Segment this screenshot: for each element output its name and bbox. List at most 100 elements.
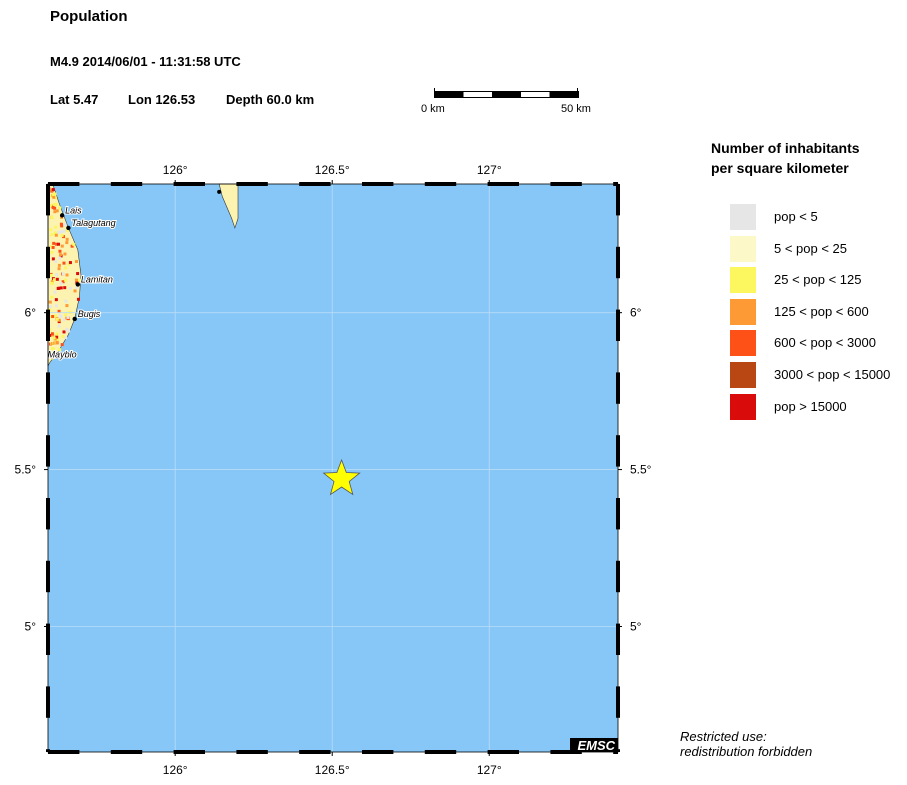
population-cell	[65, 237, 69, 241]
population-cell	[54, 231, 58, 235]
population-cell	[55, 340, 59, 344]
population-cell	[57, 318, 61, 322]
population-cell	[50, 332, 54, 336]
population-cell	[58, 314, 62, 318]
population-cell	[65, 327, 69, 331]
y-tick-label: 5.5°	[15, 463, 37, 477]
population-cell	[62, 330, 66, 334]
population-cell	[50, 273, 54, 277]
population-cell	[50, 245, 54, 249]
y-tick-label: 6°	[630, 306, 642, 320]
place-marker	[75, 282, 81, 287]
population-cell	[75, 285, 79, 289]
population-cell	[68, 261, 72, 265]
population-cell	[62, 261, 66, 265]
population-cell	[68, 286, 72, 290]
ocean	[48, 184, 618, 752]
population-cell	[58, 348, 62, 352]
population-cell	[62, 318, 66, 322]
place-marker	[217, 189, 222, 194]
scale-end-label: 50 km	[561, 103, 591, 115]
population-cell	[60, 233, 64, 237]
population-cell	[53, 196, 57, 200]
footer-line2: redistribution forbidden	[680, 744, 813, 759]
population-cell	[51, 245, 55, 249]
x-tick-label: 127°	[477, 763, 502, 777]
population-cell	[55, 242, 59, 246]
legend-swatch	[730, 393, 756, 420]
population-cell	[51, 206, 55, 210]
population-cell	[54, 304, 58, 308]
population-cell	[57, 286, 61, 290]
population-cell	[55, 317, 59, 321]
legend-label: 600 < pop < 3000	[774, 335, 876, 351]
x-tick-label: 126°	[163, 763, 188, 777]
population-cell	[48, 305, 52, 309]
legend-title-line2: per square kilometer	[711, 160, 849, 176]
population-cell	[48, 300, 52, 304]
population-cell	[52, 351, 56, 355]
population-cell	[59, 222, 63, 226]
population-cell	[72, 242, 76, 246]
footer-line1: Restricted use:	[680, 729, 767, 744]
population-cell	[59, 253, 63, 257]
x-tick-label: 126°	[163, 163, 188, 177]
population-cell	[60, 244, 64, 248]
population-cell	[51, 257, 55, 261]
population-cell	[53, 290, 57, 294]
population-cell	[55, 335, 59, 339]
y-tick-label: 5°	[630, 619, 642, 633]
population-cell	[58, 256, 62, 260]
population-cell	[54, 225, 58, 229]
population-cell	[50, 295, 54, 299]
population-cell	[73, 289, 77, 293]
population-cell	[66, 315, 70, 319]
population-cell	[70, 244, 74, 248]
lat-label: Lat 5.47	[50, 92, 99, 107]
population-cell	[55, 332, 59, 336]
population-cell	[52, 278, 56, 282]
population-cell	[59, 286, 63, 290]
population-cell	[50, 250, 54, 254]
population-cell	[60, 229, 64, 233]
population-cell	[64, 299, 68, 303]
place-label: Bugis	[78, 309, 101, 319]
legend-swatch	[730, 235, 756, 262]
population-cell	[55, 209, 59, 213]
population-cell	[49, 315, 53, 319]
population-cell	[52, 195, 56, 199]
population-cell	[74, 278, 78, 282]
x-tick-label: 127°	[477, 163, 502, 177]
legend-swatch	[730, 330, 756, 357]
population-cell	[65, 273, 69, 277]
population-cell	[56, 242, 60, 246]
legend-label: 3000 < pop < 15000	[774, 367, 891, 382]
population-cell	[49, 353, 53, 357]
legend-swatch	[730, 204, 756, 230]
population-cell	[53, 353, 57, 357]
population-cell	[74, 259, 78, 263]
population-cell	[54, 260, 58, 264]
population-cell	[63, 223, 67, 227]
population-cell	[57, 267, 61, 271]
population-cell	[63, 252, 67, 256]
legend-swatch	[730, 362, 756, 388]
population-cell	[65, 228, 69, 232]
place-marker	[66, 225, 71, 231]
population-cell	[51, 355, 55, 359]
population-cell	[64, 266, 68, 270]
population-cell	[55, 277, 59, 281]
population-cell	[49, 204, 53, 208]
population-cell	[52, 192, 56, 196]
population-cell	[58, 249, 62, 253]
population-cell	[54, 314, 58, 318]
legend-swatch	[730, 298, 756, 325]
legend-label: pop < 5	[774, 209, 818, 224]
population-cell	[61, 272, 65, 276]
x-tick-label: 126.5°	[315, 763, 350, 777]
legend-label: 5 < pop < 25	[774, 240, 848, 256]
star-icon	[322, 458, 361, 496]
population-cell	[58, 206, 62, 210]
